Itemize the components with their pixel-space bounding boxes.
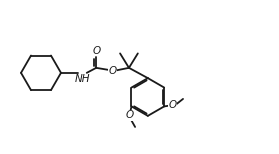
Text: O: O <box>169 100 177 110</box>
Text: O: O <box>126 110 134 120</box>
Text: O: O <box>92 46 100 56</box>
Text: NH: NH <box>74 74 90 84</box>
Text: O: O <box>108 66 116 76</box>
